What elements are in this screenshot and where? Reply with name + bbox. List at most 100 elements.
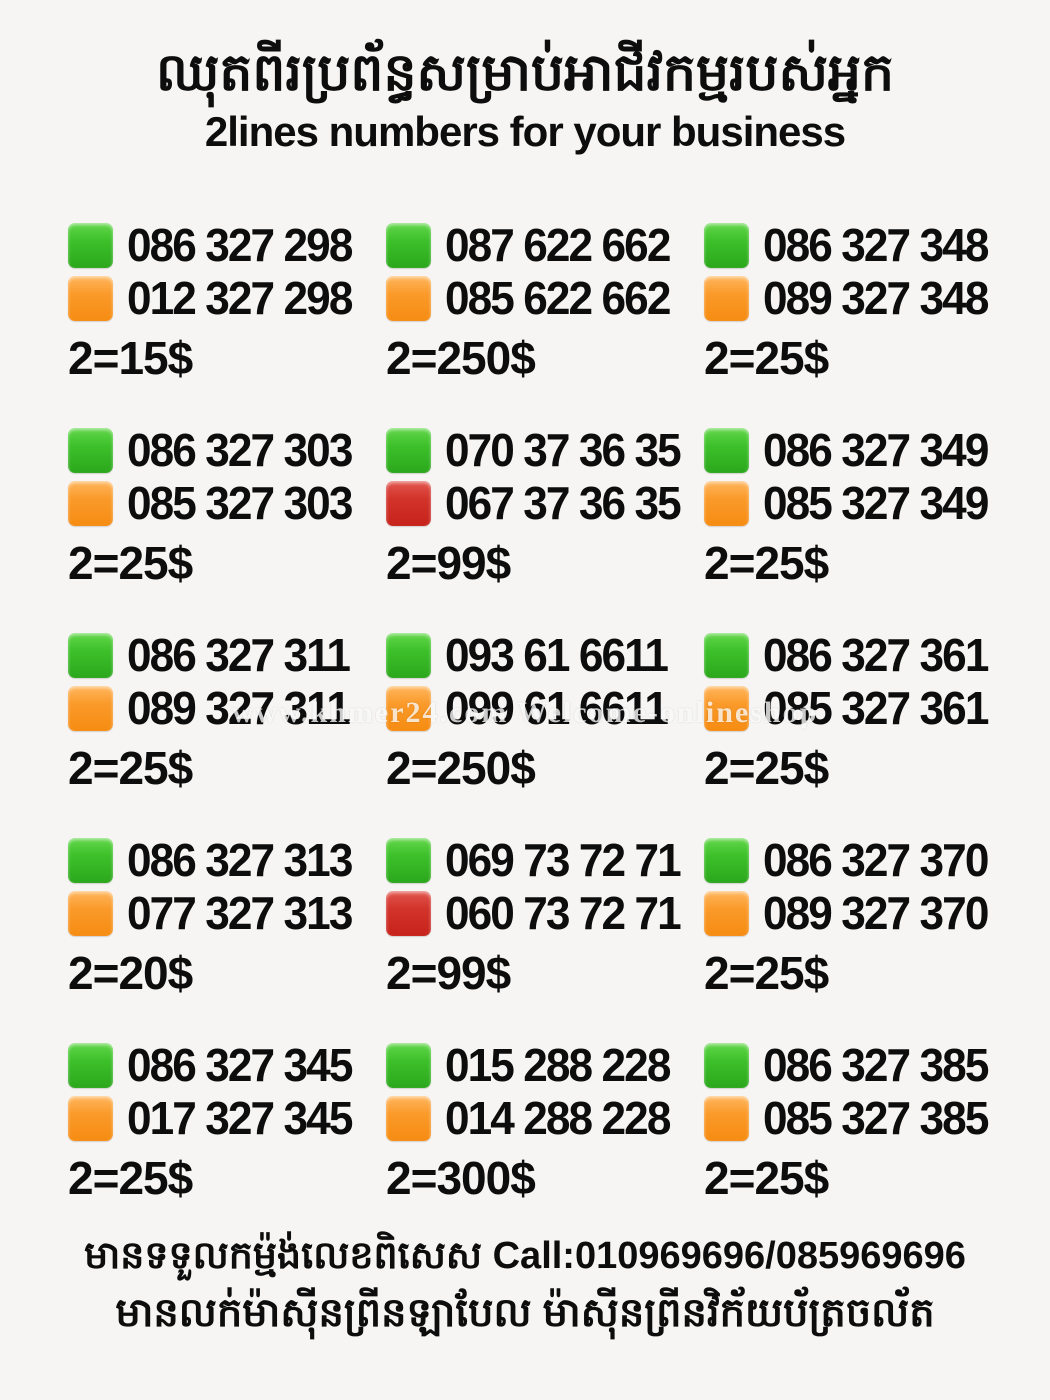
phone-number: 015 288 228 (445, 1039, 671, 1091)
orange-square-icon (704, 1095, 749, 1141)
number-line-2: 085 327 303 (68, 477, 386, 529)
number-line-2: 012 327 298 (68, 272, 386, 324)
red-square-icon (386, 890, 431, 936)
green-square-icon (704, 632, 749, 678)
number-line-2: 099 61 6611 (386, 682, 704, 734)
number-line-2: 085 327 361 (704, 682, 1024, 734)
phone-number: 086 327 298 (127, 219, 353, 271)
number-line-1: 086 327 361 (704, 629, 1024, 681)
orange-square-icon (68, 1095, 113, 1141)
green-square-icon (386, 632, 431, 678)
listing-cell: 093 61 6611 099 61 6611 2=250$ (386, 629, 704, 835)
price-label: 2=25$ (68, 742, 193, 794)
phone-number: 086 327 385 (763, 1039, 989, 1091)
footer-contact-line: មានទទួលកម្ម៉ង់លេខពិសេស Call:010969696/08… (84, 1235, 966, 1277)
phone-number: 086 327 345 (127, 1039, 353, 1091)
phone-number: 012 327 298 (127, 272, 353, 324)
green-square-icon (704, 1042, 749, 1088)
number-line-1: 086 327 311 (68, 629, 386, 681)
number-line-2: 060 73 72 71 (386, 887, 704, 939)
number-line-1: 087 622 662 (386, 219, 704, 271)
price-label: 2=25$ (68, 537, 193, 589)
number-line-1: 086 327 313 (68, 834, 386, 886)
number-line-1: 086 327 348 (704, 219, 1024, 271)
orange-square-icon (386, 1095, 431, 1141)
phone-number: 087 622 662 (445, 219, 671, 271)
listing-cell: 086 327 349 085 327 349 2=25$ (704, 424, 1024, 630)
listing-cell: 086 327 313 077 327 313 2=20$ (68, 834, 386, 1040)
orange-square-icon (68, 685, 113, 731)
phone-number: 069 73 72 71 (445, 834, 682, 886)
number-line-1: 086 327 298 (68, 219, 386, 271)
listing-cell: 086 327 348 089 327 348 2=25$ (704, 219, 1024, 425)
orange-square-icon (68, 275, 113, 321)
listing-cell: 086 327 303 085 327 303 2=25$ (68, 424, 386, 630)
phone-number: 086 327 348 (763, 219, 989, 271)
green-square-icon (704, 222, 749, 268)
price-label: 2=250$ (386, 742, 536, 794)
price-label: 2=25$ (68, 1152, 193, 1204)
orange-square-icon (68, 890, 113, 936)
orange-square-icon (704, 480, 749, 526)
orange-square-icon (386, 685, 431, 731)
phone-number: 085 327 303 (127, 477, 353, 529)
number-line-1: 086 327 345 (68, 1039, 386, 1091)
price-label: 2=250$ (386, 332, 536, 384)
phone-number: 099 61 6611 (445, 682, 669, 734)
price-label: 2=25$ (704, 332, 829, 384)
price-label: 2=99$ (386, 947, 511, 999)
price-label: 2=300$ (386, 1152, 536, 1204)
orange-square-icon (386, 275, 431, 321)
number-line-1: 086 327 385 (704, 1039, 1024, 1091)
phone-number: 070 37 36 35 (445, 424, 682, 476)
phone-number: 014 288 228 (445, 1092, 671, 1144)
number-line-1: 069 73 72 71 (386, 834, 704, 886)
number-line-2: 085 327 385 (704, 1092, 1024, 1144)
listing-cell: 086 327 370 089 327 370 2=25$ (704, 834, 1024, 1040)
phone-number: 017 327 345 (127, 1092, 353, 1144)
green-square-icon (68, 632, 113, 678)
phone-number: 086 327 311 (127, 629, 351, 681)
phone-number: 089 327 370 (763, 887, 989, 939)
number-line-2: 017 327 345 (68, 1092, 386, 1144)
phone-number: 089 327 311 (127, 682, 351, 734)
number-line-1: 015 288 228 (386, 1039, 704, 1091)
price-label: 2=99$ (386, 537, 511, 589)
number-line-2: 089 327 311 (68, 682, 386, 734)
phone-number: 086 327 349 (763, 424, 989, 476)
green-square-icon (68, 427, 113, 473)
number-line-2: 067 37 36 35 (386, 477, 704, 529)
green-square-icon (386, 837, 431, 883)
number-line-1: 086 327 303 (68, 424, 386, 476)
phone-number: 067 37 36 35 (445, 477, 682, 529)
green-square-icon (386, 222, 431, 268)
price-label: 2=25$ (704, 1152, 829, 1204)
number-line-2: 085 622 662 (386, 272, 704, 324)
number-line-1: 086 327 349 (704, 424, 1024, 476)
number-line-2: 014 288 228 (386, 1092, 704, 1144)
listing-cell: 069 73 72 71 060 73 72 71 2=99$ (386, 834, 704, 1040)
flyer-footer: មានទទួលកម្ម៉ង់លេខពិសេស Call:010969696/08… (0, 1232, 1050, 1339)
listing-cell: 086 327 385 085 327 385 2=25$ (704, 1039, 1024, 1245)
phone-number: 085 327 385 (763, 1092, 989, 1144)
price-label: 2=25$ (704, 537, 829, 589)
number-line-2: 077 327 313 (68, 887, 386, 939)
green-square-icon (704, 427, 749, 473)
phone-number: 085 622 662 (445, 272, 671, 324)
green-square-icon (68, 222, 113, 268)
listing-cell: 070 37 36 35 067 37 36 35 2=99$ (386, 424, 704, 630)
number-line-1: 070 37 36 35 (386, 424, 704, 476)
price-label: 2=25$ (704, 742, 829, 794)
number-line-2: 085 327 349 (704, 477, 1024, 529)
number-listings-grid: 086 327 298 012 327 298 2=15$ 087 622 66… (68, 219, 1024, 1245)
price-label: 2=20$ (68, 947, 193, 999)
number-line-1: 093 61 6611 (386, 629, 704, 681)
phone-number: 077 327 313 (127, 887, 353, 939)
listing-cell: 087 622 662 085 622 662 2=250$ (386, 219, 704, 425)
number-line-2: 089 327 370 (704, 887, 1024, 939)
green-square-icon (386, 1042, 431, 1088)
phone-number: 086 327 361 (763, 629, 989, 681)
green-square-icon (68, 1042, 113, 1088)
price-label: 2=15$ (68, 332, 193, 384)
